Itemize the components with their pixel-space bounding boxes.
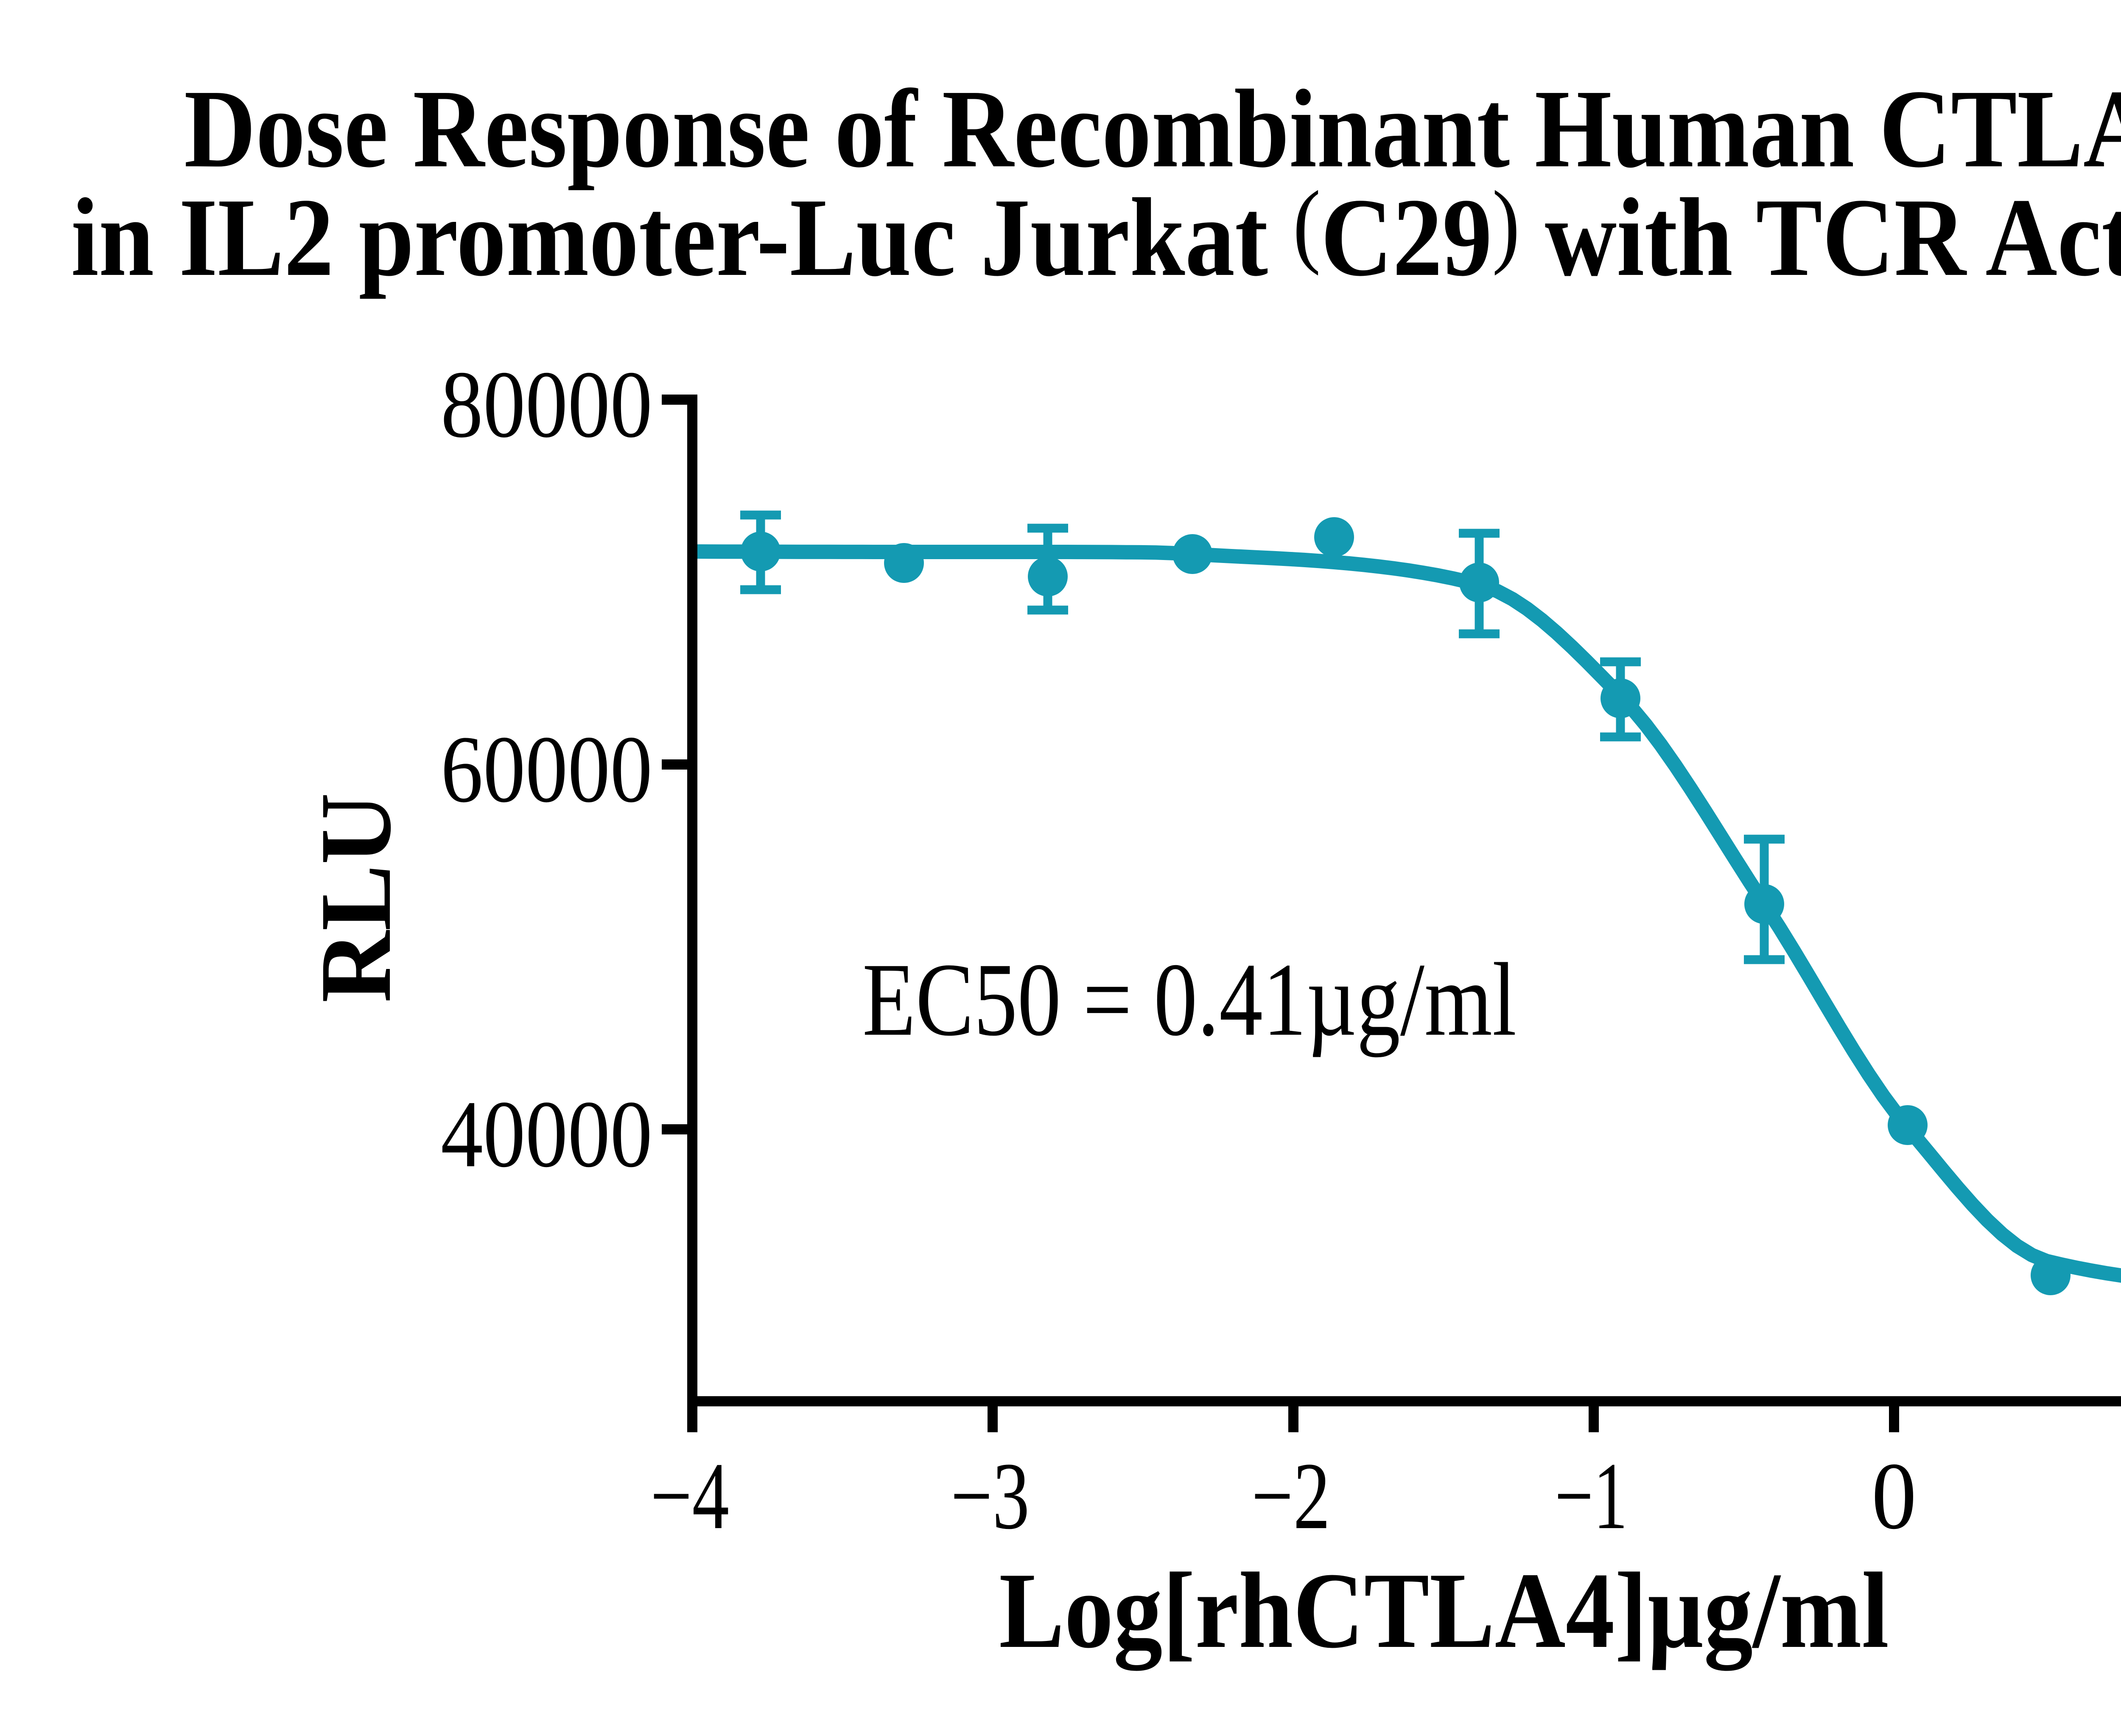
svg-text:in IL2 promoter-Luc Jurkat (C2: in IL2 promoter-Luc Jurkat (C29) with TC…: [71, 172, 2121, 300]
svg-text:Log[rhCTLA4]µg/ml: Log[rhCTLA4]µg/ml: [999, 1551, 1889, 1671]
svg-text:EC50 = 0.41µg/ml: EC50 = 0.41µg/ml: [862, 942, 1517, 1058]
svg-text:−3: −3: [951, 1443, 1030, 1549]
svg-text:80000: 80000: [441, 351, 652, 457]
svg-text:−2: −2: [1251, 1443, 1330, 1549]
svg-text:−1: −1: [1555, 1443, 1628, 1549]
svg-text:40000: 40000: [441, 1081, 652, 1187]
svg-text:RLU: RLU: [299, 793, 412, 1003]
svg-text:−4: −4: [650, 1443, 729, 1549]
svg-text:0: 0: [1872, 1443, 1917, 1549]
svg-text:Dose Response of Recombinant H: Dose Response of Recombinant Human CTLA-…: [184, 67, 2121, 191]
svg-text:60000: 60000: [441, 716, 652, 822]
